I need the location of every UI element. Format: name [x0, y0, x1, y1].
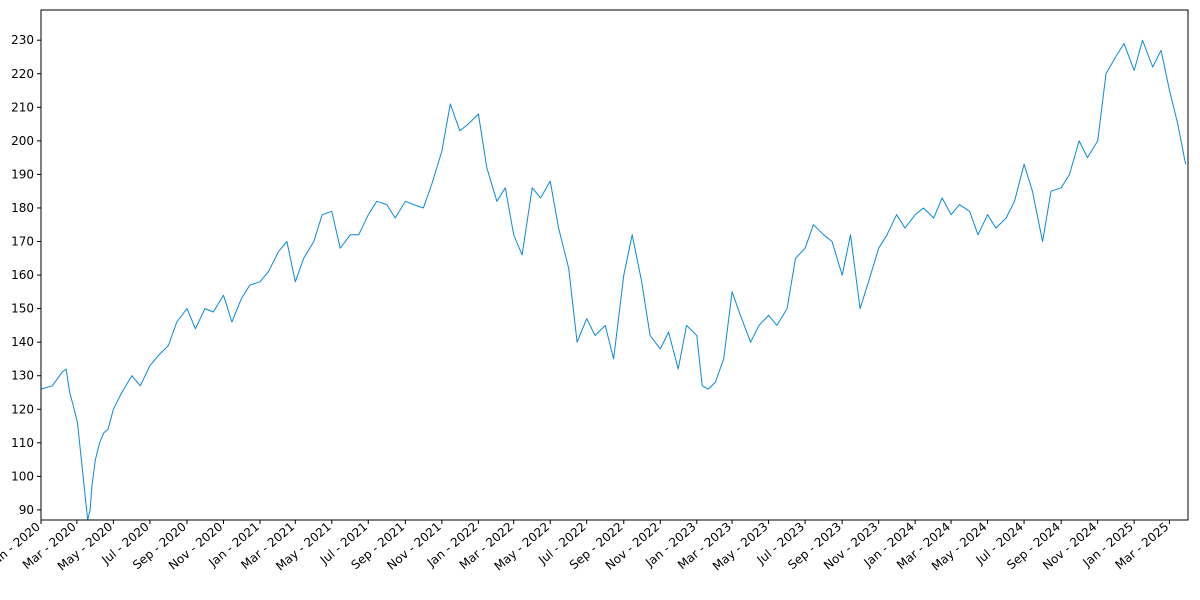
plot-area-frame: [40, 9, 1189, 521]
y-axis-ticks: 90 100 110 120 130 140 150 160 170 180 190 200 210 22…: [11, 33, 41, 517]
y-tick-label: 200: [11, 134, 34, 148]
y-tick-label: 90: [19, 503, 34, 517]
y-tick-label: 210: [11, 100, 34, 114]
y-tick-label: 180: [11, 201, 34, 215]
y-tick-label: 130: [11, 369, 34, 383]
y-tick-label: 120: [11, 402, 34, 416]
y-tick-label: 230: [11, 33, 34, 47]
y-tick-label: 160: [11, 268, 34, 282]
y-tick-label: 190: [11, 167, 34, 181]
price-series-line: [40, 39, 1187, 521]
y-tick-label: 110: [11, 436, 34, 450]
y-tick-label: 170: [11, 235, 34, 249]
y-tick-label: 100: [11, 469, 34, 483]
y-tick-label: 220: [11, 67, 34, 81]
y-tick-label: 150: [11, 302, 34, 316]
y-tick-label: 140: [11, 335, 34, 349]
